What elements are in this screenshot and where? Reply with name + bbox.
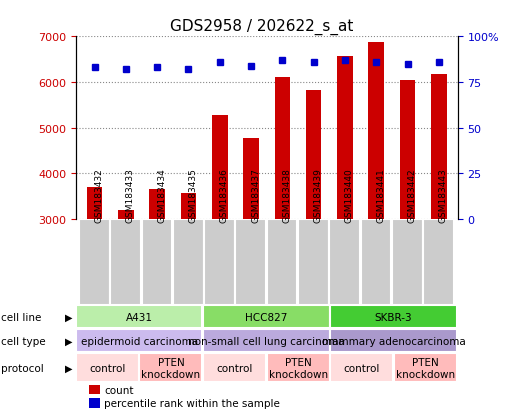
Text: GDS2958 / 202622_s_at: GDS2958 / 202622_s_at — [170, 19, 353, 35]
Bar — [337, 57, 353, 356]
Bar — [173, 220, 203, 305]
Bar — [110, 220, 141, 305]
Text: A431: A431 — [126, 312, 153, 322]
Text: GSM183439: GSM183439 — [314, 167, 323, 222]
Bar — [298, 220, 328, 305]
Text: count: count — [105, 385, 134, 395]
Text: PTEN
knockdown: PTEN knockdown — [141, 357, 200, 379]
Bar — [361, 220, 391, 305]
Bar — [79, 220, 110, 305]
Text: GSM183432: GSM183432 — [95, 168, 104, 222]
Text: ▶: ▶ — [65, 363, 73, 373]
Text: mammary adenocarcinoma: mammary adenocarcinoma — [322, 336, 465, 346]
Bar — [267, 354, 329, 382]
Bar — [400, 81, 415, 356]
Text: SKBR-3: SKBR-3 — [375, 312, 413, 322]
Bar — [87, 188, 103, 356]
Text: GSM183438: GSM183438 — [282, 167, 291, 222]
Bar — [306, 91, 322, 356]
Bar — [180, 194, 196, 356]
Bar — [150, 190, 165, 356]
Bar — [118, 211, 134, 356]
Bar — [203, 330, 329, 353]
Bar — [331, 330, 457, 353]
Bar — [329, 220, 360, 305]
Bar — [235, 220, 266, 305]
Bar — [76, 306, 202, 329]
Bar — [392, 220, 423, 305]
Text: control: control — [344, 363, 380, 373]
Bar — [76, 330, 202, 353]
Text: GSM183437: GSM183437 — [251, 167, 260, 222]
Text: control: control — [89, 363, 126, 373]
Text: GSM183435: GSM183435 — [188, 167, 198, 222]
Bar — [331, 306, 457, 329]
Text: percentile rank within the sample: percentile rank within the sample — [105, 398, 280, 408]
Bar — [423, 220, 454, 305]
Text: GSM183441: GSM183441 — [376, 168, 385, 222]
Bar — [267, 220, 298, 305]
Text: GSM183433: GSM183433 — [126, 167, 135, 222]
Bar — [331, 354, 393, 382]
Text: ▶: ▶ — [65, 312, 73, 322]
Bar — [368, 43, 384, 356]
Text: PTEN
knockdown: PTEN knockdown — [269, 357, 328, 379]
Text: PTEN
knockdown: PTEN knockdown — [396, 357, 455, 379]
Bar — [275, 78, 290, 356]
Text: GSM183443: GSM183443 — [439, 168, 448, 222]
Text: HCC827: HCC827 — [245, 312, 288, 322]
Text: GSM183440: GSM183440 — [345, 168, 354, 222]
Bar — [89, 385, 100, 394]
Text: non-small cell lung carcinoma: non-small cell lung carcinoma — [188, 336, 345, 346]
Text: control: control — [217, 363, 253, 373]
Text: cell line: cell line — [1, 312, 41, 322]
Text: GSM183442: GSM183442 — [407, 168, 416, 222]
Bar — [212, 116, 228, 356]
Bar — [203, 306, 329, 329]
Text: cell type: cell type — [1, 336, 46, 346]
Bar — [203, 354, 266, 382]
Bar — [76, 354, 139, 382]
Text: protocol: protocol — [1, 363, 44, 373]
Text: GSM183434: GSM183434 — [157, 168, 166, 222]
Bar — [394, 354, 457, 382]
Bar — [204, 220, 235, 305]
Bar — [142, 220, 172, 305]
Bar — [140, 354, 202, 382]
Bar — [89, 399, 100, 408]
Text: ▶: ▶ — [65, 336, 73, 346]
Bar — [243, 138, 259, 356]
Text: GSM183436: GSM183436 — [220, 167, 229, 222]
Text: epidermoid carcinoma: epidermoid carcinoma — [81, 336, 198, 346]
Bar — [431, 75, 447, 356]
